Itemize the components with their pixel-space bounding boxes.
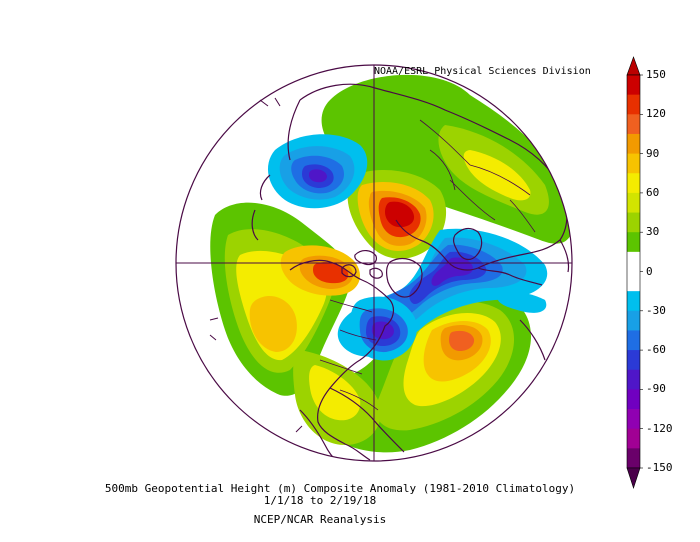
colorbar-segment [627,428,640,449]
colorbar-segment [627,448,640,469]
colorbar-tick-label: 120 [646,107,666,121]
edge-ticks [209,97,303,433]
colorbar-tick-label: 0 [646,264,653,278]
graticule [176,65,572,461]
colorbar-segment [627,389,640,410]
colorbar-tick-label: 150 [646,68,666,81]
colorbar-segment [627,114,640,135]
colorbar-tick-label: -60 [646,343,666,357]
borders-asia [419,119,536,233]
colorbar-segment [627,232,640,253]
colorbar-tick-label: 60 [646,185,660,199]
caption-dates: 1/1/18 to 2/19/18 [263,494,377,507]
positive-anomaly-arctic-core [385,201,415,228]
caption-source: NCEP/NCAR Reanalysis [253,513,387,526]
colorbar-segment [627,173,640,194]
caption-title: 500mb Geopotential Height (m) Composite … [104,482,576,495]
colorbar-segment [627,291,640,312]
colorbar-tick-label: -90 [646,382,666,396]
positive-anomaly-alaska-core [313,262,349,284]
colorbar-segment [627,271,640,292]
colorbar-segment [627,133,640,154]
colorbar-segment [627,153,640,174]
coastline-east-asia [251,174,271,241]
coastline-central-america [299,409,345,461]
colorbar-tick-label: 90 [646,146,660,160]
colorbar-tick-label: -30 [646,303,666,317]
negative-anomaly-band-core [431,257,473,286]
colorbar-segment [627,409,640,430]
colorbar-top-arrow [626,56,641,76]
negative-anomaly-pacific-patch [498,292,547,313]
hemisphere-outline [175,64,573,462]
coastline-north-america [289,259,405,461]
colorbar-segment [627,212,640,233]
positive-anomaly-us-south-yellow [309,365,361,421]
colorbar-segment [627,369,640,390]
colorbar-segment [627,310,640,331]
borders-north-america [319,299,379,411]
colorbar-tick-label: -150 [646,461,673,474]
colorbar-tick-label: -120 [646,421,673,435]
coastline-europe [452,227,543,286]
colorbar-segment [627,94,640,115]
colorbar-tick-label: 30 [646,225,660,239]
colorbar-segment [627,192,640,213]
colorbar-segment [627,350,640,371]
colorbar-segment [627,251,640,272]
coastline-eurasia [287,83,570,273]
colorbar-segment [627,330,640,351]
positive-anomaly-atlantic-red [449,330,475,351]
coastline-africa [519,319,546,361]
credit-label: NOAA/ESRL Physical Sciences Division [374,66,591,77]
negative-anomaly-siberia-center [309,169,327,183]
colorbar-bottom-arrow [626,467,641,489]
colorbar [626,56,643,489]
anomaly-fill [210,74,572,453]
colorbar-segment [627,75,640,96]
positive-anomaly-pacific-gold [249,296,297,352]
coastline-greenland [386,257,423,298]
